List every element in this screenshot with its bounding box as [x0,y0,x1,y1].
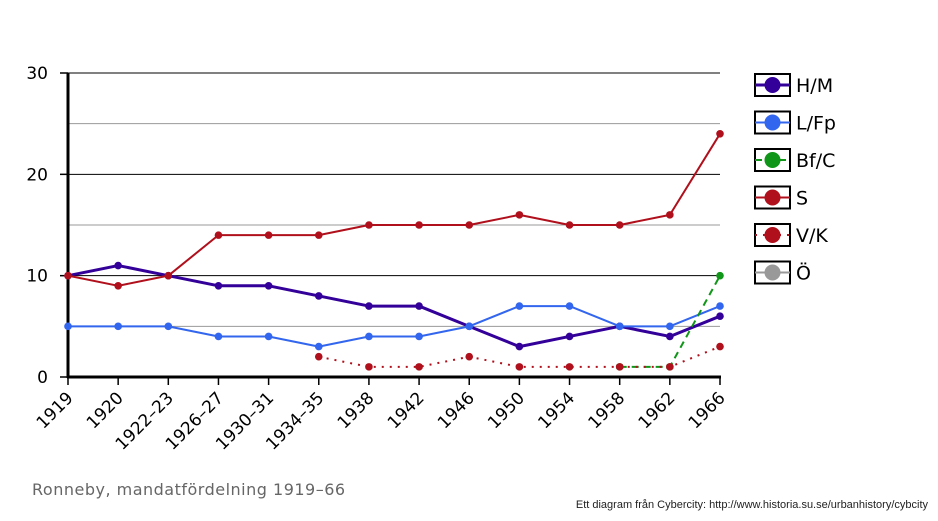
data-point [565,363,574,371]
x-tick-label: 1958 [584,388,629,433]
data-point [415,302,423,310]
legend-label: Ö [796,262,811,285]
legend-marker [764,152,781,168]
data-point [264,282,273,290]
chart-title: Ronneby, mandatfördelning 1919–66 [32,480,346,499]
legend-label: H/M [796,75,833,97]
data-point [415,221,423,229]
x-tick-label: 1950 [484,388,529,433]
data-point [365,332,373,341]
x-tick-label: 1954 [534,388,579,433]
data-point [465,221,474,229]
data-point [114,261,122,270]
legend-marker [764,189,781,206]
data-point [716,342,724,351]
data-point [64,271,72,280]
data-point [666,363,674,371]
data-point [365,302,373,310]
data-point [214,231,223,239]
data-point [515,302,524,310]
data-point [264,231,273,239]
y-tick-label: 20 [26,165,48,185]
legend-marker [764,227,781,243]
data-point [615,363,624,371]
source-note: Ett diagram från Cybercity: http://www.h… [576,499,929,511]
data-point [314,231,323,239]
data-point [565,332,574,341]
x-tick-label: 1920 [83,388,128,433]
y-tick-label: 30 [26,64,48,84]
x-tick-label: 1942 [384,388,429,433]
data-point [214,282,223,290]
data-point [64,322,72,331]
legend-marker [764,264,781,281]
x-tick-label: 1938 [334,388,379,433]
data-point [666,332,674,341]
legend-label: S [796,188,808,210]
data-point [164,271,173,280]
x-tick-label: 1966 [685,388,730,433]
data-point [716,302,724,310]
x-tick-label: 1919 [33,388,78,433]
data-point [415,363,423,371]
data-point [164,322,173,331]
data-point [314,342,323,351]
data-point [615,221,624,229]
data-point [415,332,423,341]
data-point [716,271,724,280]
data-point [465,352,474,361]
data-point [666,322,674,331]
data-point [716,130,724,138]
x-tick-label: 1946 [434,388,479,433]
data-point [716,312,724,321]
data-point [615,322,624,331]
legend-marker [764,77,781,93]
y-tick-label: 0 [37,368,48,388]
series-line [67,264,721,349]
data-point [515,342,524,351]
data-point [465,322,474,331]
data-point [214,332,223,341]
series-line [67,133,721,287]
x-tick-label: 1962 [635,388,680,433]
legend-marker [764,114,781,131]
data-point [365,221,373,229]
data-point [314,292,323,300]
legend-label: V/K [796,225,828,247]
series-line [318,345,721,368]
data-point [264,332,273,341]
y-tick-label: 10 [26,267,48,287]
data-point [114,282,122,290]
series-line [68,305,721,348]
legend-label: L/Fp [796,113,836,135]
data-point [515,363,524,371]
data-point [666,211,674,219]
data-point [565,221,574,229]
data-point [515,211,524,219]
legend-label: Bf/C [796,150,835,172]
data-point [365,363,373,371]
data-point [565,302,574,310]
data-point [114,322,122,331]
data-point [314,352,323,361]
